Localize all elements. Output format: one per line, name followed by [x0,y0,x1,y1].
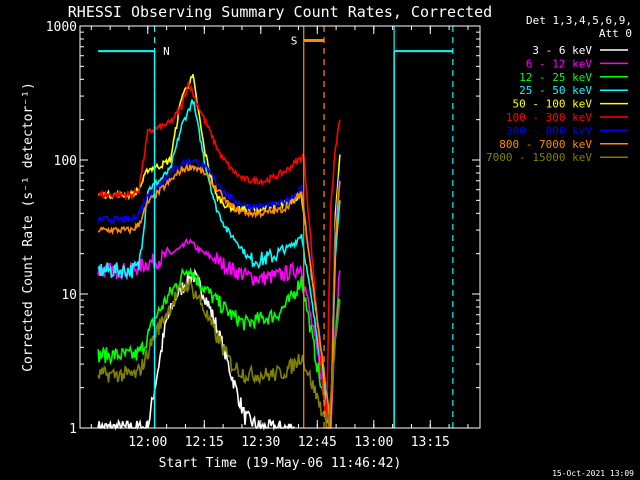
series-line-3 [97,99,341,424]
x-axis-label: Start Time (19-May-06 11:46:42) [159,456,402,471]
legend-label-8: 7000 - 15000 keV [486,151,592,164]
legend-header-2: Att 0 [599,27,632,40]
legend-label-7: 800 - 7000 keV [499,138,592,151]
x-tick-label-1: 12:15 [185,435,224,450]
legend-label-4: 50 - 100 keV [513,98,593,111]
series-line-0 [97,268,296,431]
y-tick-label-0: 1 [69,422,77,437]
series-line-8 [97,278,341,429]
y-tick-label-3: 1000 [46,20,77,35]
legend-label-1: 6 - 12 keV [526,57,593,70]
x-tick-label-2: 12:30 [241,435,280,450]
y-tick-label-2: 100 [54,154,77,169]
legend-label-5: 100 - 300 keV [506,111,592,124]
x-tick-label-3: 12:45 [298,435,337,450]
plot-area: NS [97,26,454,431]
legend-label-6: 300 - 800 keV [506,124,592,137]
x-tick-label-0: 12:00 [128,435,167,450]
chart-title: RHESSI Observing Summary Count Rates, Co… [68,3,492,21]
legend-label-3: 25 - 50 keV [519,84,592,97]
legend-label-0: 3 - 6 keV [532,44,592,57]
series-line-2 [97,267,341,426]
series-line-7 [97,162,341,429]
x-tick-label-4: 13:00 [354,435,393,450]
y-axis-label: Corrected Count Rate (s⁻¹ detector⁻¹) [21,82,36,372]
axes: 12:00 12:15 12:30 12:45 13:00 13:15 1 10 100 1000 [46,20,481,450]
y-tick-label-1: 10 [61,288,77,303]
saa-label: S [291,34,298,47]
series-line-6 [97,157,341,429]
series-line-5 [97,81,341,421]
legend-header-1: Det 1,3,4,5,6,9, [526,14,632,27]
legend-label-2: 12 - 25 keV [519,71,592,84]
x-tick-label-5: 13:15 [411,435,450,450]
attenuator-marker-label: N [163,45,170,58]
footer-timestamp: 15-Oct-2021 13:09 [552,469,634,478]
